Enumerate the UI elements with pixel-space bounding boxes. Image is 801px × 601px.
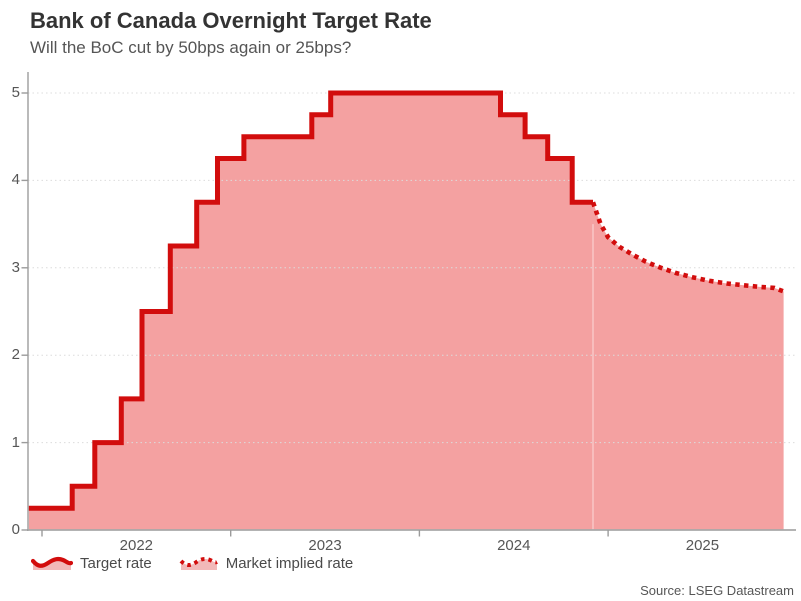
y-tick-label: 4 [11, 171, 20, 189]
chart-subtitle: Will the BoC cut by 50bps again or 25bps… [30, 38, 352, 57]
legend-label-target-rate: Target rate [80, 554, 152, 572]
legend: Target rate Market implied rate [31, 554, 353, 572]
x-tick-label: 2024 [497, 537, 531, 554]
y-tick-label: 3 [11, 258, 20, 276]
target-rate-area-fill [28, 93, 594, 530]
y-tick-label: 2 [11, 346, 20, 364]
x-tick-label: 2025 [685, 537, 720, 554]
implied-rate-line [590, 201, 785, 294]
implied-rate-area-fill [593, 202, 784, 531]
y-tick-label: 5 [11, 84, 20, 101]
legend-item-market-implied-rate: Market implied rate [179, 554, 354, 572]
y-tick-label: 1 [11, 433, 20, 451]
solid-wave-area-icon [31, 556, 73, 570]
x-tick-label: 2022 [119, 537, 154, 554]
chart-title: Bank of Canada Overnight Target Rate [30, 8, 432, 33]
dotted-wave-area-icon [179, 557, 218, 570]
x-tick-label: 2023 [308, 537, 342, 554]
source-credit: Source: LSEG Datastream [640, 583, 794, 598]
horizontal-gridlines [28, 92, 796, 444]
y-tick-label: 0 [11, 521, 20, 538]
legend-item-target-rate: Target rate [31, 554, 152, 572]
y-axis-ticks [21, 92, 28, 531]
target-rate-line [28, 90, 593, 511]
legend-label-market-implied-rate: Market implied rate [225, 554, 354, 572]
x-axis-ticks [41, 530, 609, 537]
